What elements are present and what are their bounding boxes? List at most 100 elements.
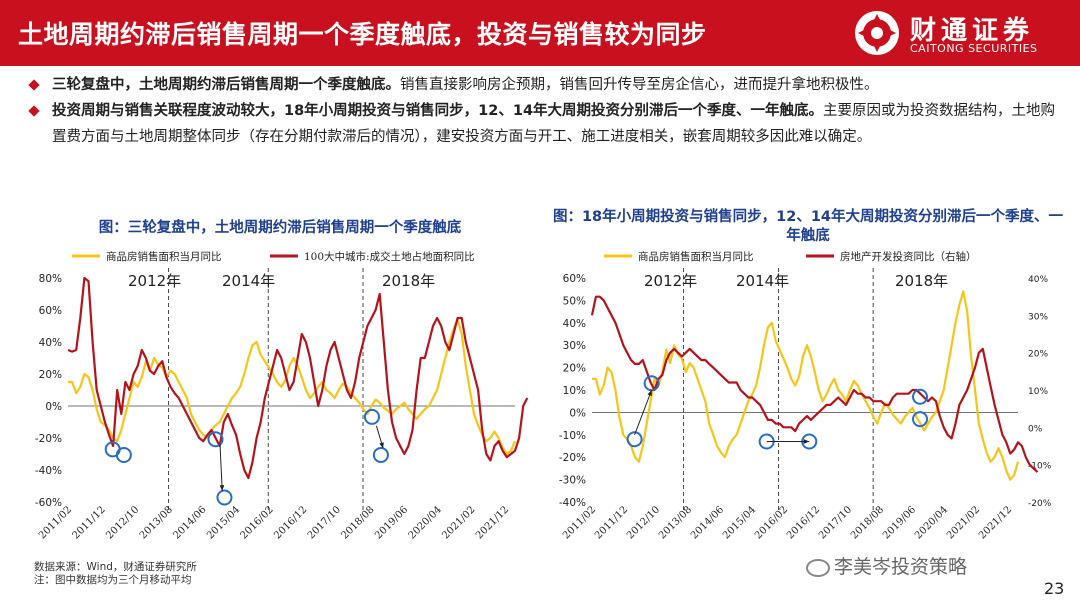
y-tick-label: 10% [563,385,586,397]
x-tick-label: 2011/12 [71,504,108,541]
company-logo: 财通证券 CAITONG SECURITIES [852,8,1066,58]
lag-arrow-head [219,485,225,491]
y-tick-label: 20% [39,369,62,381]
x-tick-label: 2021/02 [945,504,982,541]
page-number: 23 [1044,579,1065,598]
x-tick-label: 2014/06 [689,504,726,541]
x-tick-label: 2011/12 [593,504,630,541]
y-right-tick-label: -10% [1028,462,1052,472]
bullet-bold: 三轮复盘中，土地周期约滞后销售周期一个季度触底。 [52,77,400,93]
y-tick-label: -40% [35,465,62,477]
y-tick-label: 40% [563,318,586,330]
x-tick-label: 2013/08 [138,504,175,541]
x-tick-label: 2016/12 [272,504,309,541]
x-tick-label: 2013/08 [657,504,694,541]
lag-arrow-head [647,390,652,396]
source-text: 数据来源：Wind，财通证券研究所 [34,561,197,573]
x-tick-label: 2017/10 [817,504,854,541]
page-title: 土地周期约滞后销售周期一个季度触底，投资与销售较为同步 [18,20,707,49]
title-bar: 土地周期约滞后销售周期一个季度触底，投资与销售较为同步 财通证券 CAITONG… [0,0,1080,66]
x-tick-label: 2020/04 [913,504,950,541]
bullet-list: 三轮复盘中，土地周期约滞后销售周期一个季度触底。销售直接影响房企预期，销售回升传… [28,72,1060,150]
y-tick-label: 80% [39,273,62,285]
x-tick-label: 2018/08 [849,504,886,541]
x-tick-label: 2016/02 [239,504,276,541]
period-annotation: 2014年 [222,272,275,290]
x-tick-label: 2021/02 [440,504,477,541]
bullet-item: 投资周期与销售关联程度波动较大，18年小周期投资与销售同步，12、14年大周期投… [28,98,1060,150]
x-tick-label: 2011/02 [561,504,598,541]
trough-marker [912,388,929,405]
y-right-tick-label: 20% [1028,350,1048,360]
note-text: 注：图中数据均为三个月移动平均 [34,574,192,586]
y-tick-label: 60% [39,305,62,317]
y-tick-label: -60% [35,497,62,509]
y-tick-label: 0% [569,407,586,419]
y-tick-label: -20% [559,452,586,464]
bullet-diamond-icon [28,79,40,91]
x-tick-label: 2014/06 [171,504,208,541]
legend-label: 商品房销售面积当月同比 [106,250,222,263]
lag-arrow-head [803,439,810,444]
series-line [68,318,517,456]
trough-marker [626,431,643,448]
x-tick-label: 2016/02 [753,504,790,541]
legend-label: 房地产开发投资同比（右轴） [840,250,977,263]
bullet-diamond-icon [28,105,40,117]
y-right-tick-label: 0% [1028,424,1043,434]
y-tick-label: -20% [35,433,62,445]
x-tick-label: 2012/10 [104,504,141,541]
bullet-text: 销售直接影响房企预期，销售回升传导至房企信心，进而提升拿地积极性。 [400,77,879,93]
logo-text-en: CAITONG SECURITIES [910,42,1038,55]
lag-arrow [219,443,223,491]
legend-label: 100大中城市:成交土地占地面积同比 [304,250,475,263]
series-line [67,276,529,480]
chart-title-left: 图：三轮复盘中，土地周期约滞后销售周期一个季度触底 [98,220,462,236]
period-annotation: 2012年 [644,272,697,290]
period-annotation: 2018年 [895,272,948,290]
y-tick-label: 50% [563,295,586,307]
x-tick-label: 2015/04 [721,504,758,541]
legend-label: 商品房销售面积当月同比 [638,250,754,263]
y-tick-label: 60% [563,273,586,285]
x-tick-label: 2018/08 [340,504,377,541]
watermark: 李美岑投资策略 [806,552,967,579]
x-tick-label: 2016/12 [785,504,822,541]
trough-marker [115,446,132,463]
y-tick-label: 20% [563,363,586,375]
x-tick-label: 2019/06 [881,504,918,541]
wechat-icon [806,558,830,577]
y-tick-label: 40% [39,337,62,349]
source-note: 数据来源：Wind，财通证券研究所 注：图中数据均为三个月移动平均 [34,561,197,587]
chart-right: 商品房销售面积当月同比 房地产开发投资同比（右轴） 60% 50% 40% 30% 20% 1… [559,250,1052,541]
x-tick-label: 2015/04 [205,504,242,541]
chart-title-right: 图：18年小周期投资与销售同步，12、14年大周期投资分别滞后一个季度、一年触底 [552,209,1064,244]
x-tick-label: 2017/10 [306,504,343,541]
x-tick-label: 2021/12 [977,504,1014,541]
x-tick-label: 2021/12 [474,504,511,541]
bullet-text: 主要原因或为投资数据结构，土地购置费方面与土地周期整体同步（存在分期付款滞后的情… [52,103,1056,145]
y-tick-label: 30% [563,340,586,352]
y-tick-label: -10% [559,430,586,442]
lag-arrow-head [379,442,384,449]
period-annotation: 2012年 [128,272,181,290]
lag-arrow [634,389,653,435]
logo-emblem-icon [855,11,899,55]
y-tick-label: 0% [45,401,62,413]
y-tick-label: -30% [559,475,586,487]
chart-left: 商品房销售面积当月同比 100大中城市:成交土地占地面积同比 80% 60% 40% 20… [35,250,529,541]
period-annotation: 2018年 [382,272,435,290]
x-tick-label: 2011/02 [37,504,74,541]
logo-text-cn: 财通证券 [910,16,1035,46]
trough-marker [912,411,929,428]
bullet-bold: 投资周期与销售关联程度波动较大，18年小周期投资与销售同步，12、14年大周期投… [52,103,824,119]
series-line [590,295,1039,473]
x-tick-label: 2019/06 [373,504,410,541]
y-right-tick-label: -20% [1028,499,1052,509]
y-tick-label: -40% [559,497,586,509]
trough-marker [372,446,389,463]
y-right-tick-label: 40% [1028,275,1048,285]
x-tick-label: 2012/10 [625,504,662,541]
period-annotation: 2014年 [736,272,789,290]
trough-marker [207,431,224,448]
